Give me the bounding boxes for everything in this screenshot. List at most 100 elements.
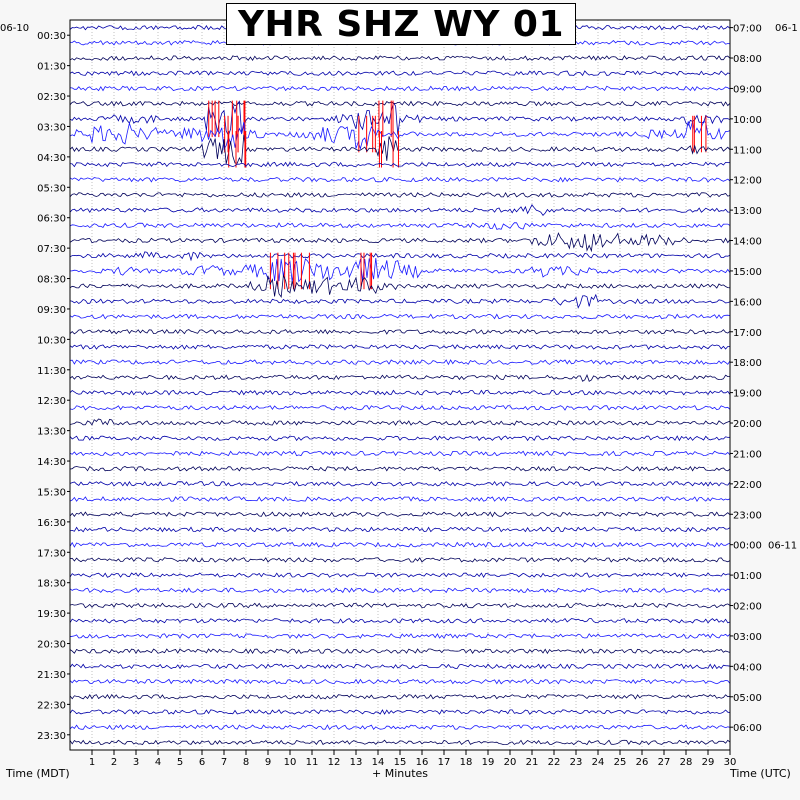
left-time-label: 06:30	[37, 214, 66, 225]
left-time-label: 02:30	[37, 92, 66, 103]
left-time-label: 04:30	[37, 153, 66, 164]
x-tick-label: 29	[702, 757, 715, 768]
chart-title: YHR SHZ WY 01	[237, 3, 565, 45]
trace-row	[69, 120, 731, 151]
trace-row	[69, 176, 731, 183]
trace-row	[69, 450, 731, 457]
x-tick-label: 16	[416, 757, 429, 768]
x-tick-label: 25	[614, 757, 627, 768]
axis-ticks: 1 2 3 4 5 6 7 8 9 10 11 12 13 14 15 16 17 18 19 20 21 22 23 24 2…	[89, 750, 736, 768]
axis-labels: 00:30 07:00 01:30 08:00 02:30 09:00 03:30 10:00…	[37, 24, 797, 742]
right-time-label: 21:00	[733, 449, 762, 460]
right-time-label: 01:00	[733, 571, 762, 582]
trace-row	[69, 465, 731, 472]
x-tick-label: 22	[548, 757, 561, 768]
right-time-label: 05:00	[733, 693, 762, 704]
trace-row	[69, 85, 731, 92]
trace-row	[69, 251, 731, 262]
trace-row	[69, 648, 731, 655]
chart-title-box: YHR SHZ WY 01	[226, 3, 576, 45]
trace-row	[69, 70, 731, 77]
x-tick-label: 9	[265, 757, 271, 768]
right-time-label: 11:00	[733, 145, 762, 156]
left-time-label: 09:30	[37, 305, 66, 316]
left-time-label: 22:30	[37, 700, 66, 711]
right-time-label: 16:00	[733, 297, 762, 308]
right-time-label: 15:00	[733, 267, 762, 278]
x-tick-label: 4	[155, 757, 161, 768]
right-time-label: 02:00	[733, 602, 762, 613]
trace-row	[69, 587, 731, 594]
trace-row	[69, 693, 731, 700]
trace-row	[69, 293, 731, 309]
left-time-label: 15:30	[37, 487, 66, 498]
trace-row	[69, 541, 731, 548]
right-time-label: 00:00	[733, 541, 762, 552]
x-tick-label: 19	[482, 757, 495, 768]
trace-row	[69, 404, 731, 411]
x-tick-label: 13	[350, 757, 363, 768]
x-tick-label: 1	[89, 757, 95, 768]
left-time-label: 05:30	[37, 183, 66, 194]
right-time-label: 18:00	[733, 358, 762, 369]
left-time-label: 23:30	[37, 731, 66, 742]
right-time-label: 19:00	[733, 389, 762, 400]
trace-row	[69, 739, 731, 746]
right-time-label: 08:00	[733, 54, 762, 65]
left-axis-label: Time (MDT)	[5, 767, 70, 780]
x-tick-label: 27	[658, 757, 671, 768]
trace-row	[69, 161, 731, 168]
right-time-label: 17:00	[733, 328, 762, 339]
x-tick-label: 7	[221, 757, 227, 768]
trace-row	[69, 602, 731, 609]
left-time-label: 21:30	[37, 670, 66, 681]
right-time-label: 07:00	[733, 24, 762, 35]
left-time-label: 11:30	[37, 366, 66, 377]
right-time-label: 20:00	[733, 419, 762, 430]
right-time-label: 10:00	[733, 115, 762, 126]
right-time-label: 09:00	[733, 84, 762, 95]
left-time-label: 18:30	[37, 579, 66, 590]
x-tick-label: 26	[636, 757, 649, 768]
x-tick-label: 12	[328, 757, 341, 768]
right-date-change-label: 06-11	[768, 541, 797, 552]
x-tick-label: 15	[394, 757, 407, 768]
trace-row	[69, 191, 731, 198]
left-time-label: 08:30	[37, 275, 66, 286]
x-tick-label: 2	[111, 757, 117, 768]
right-time-label: 23:00	[733, 510, 762, 521]
trace-row	[69, 418, 731, 426]
trace-row	[69, 709, 731, 715]
trace-row	[69, 678, 731, 685]
trace-row	[69, 344, 731, 350]
left-time-label: 01:30	[37, 62, 66, 73]
trace-row	[69, 313, 731, 320]
trace-row	[69, 273, 731, 298]
x-tick-label: 11	[306, 757, 319, 768]
trace-row	[69, 134, 731, 164]
left-time-label: 14:30	[37, 457, 66, 468]
left-time-label: 03:30	[37, 122, 66, 133]
left-time-label: 20:30	[37, 640, 66, 651]
trace-row	[69, 618, 731, 624]
left-time-label: 19:30	[37, 609, 66, 620]
x-tick-label: 18	[460, 757, 473, 768]
x-axis-label: + Minutes	[372, 767, 428, 780]
right-time-label: 14:00	[733, 237, 762, 248]
x-tick-label: 5	[177, 757, 183, 768]
left-date-label: 06-10	[0, 23, 29, 34]
trace-row	[69, 258, 731, 283]
trace-row	[69, 359, 731, 366]
trace-row	[69, 496, 731, 503]
right-time-label: 03:00	[733, 632, 762, 643]
trace-row	[69, 374, 731, 382]
trace-row	[69, 526, 731, 533]
right-time-label: 12:00	[733, 176, 762, 187]
right-time-label: 06:00	[733, 723, 762, 734]
trace-row	[69, 663, 731, 670]
trace-row	[69, 511, 731, 518]
trace-row	[69, 100, 731, 107]
seismic-traces	[69, 24, 731, 746]
x-tick-label: 23	[570, 757, 583, 768]
